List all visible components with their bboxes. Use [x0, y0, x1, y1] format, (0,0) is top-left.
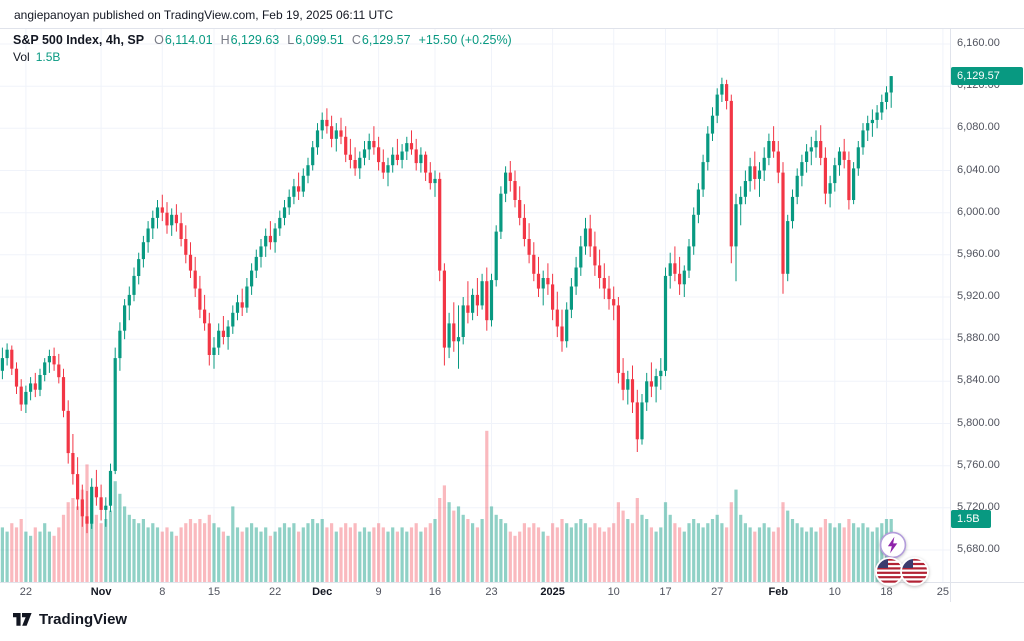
ohlc-low: L6,099.51 — [287, 33, 344, 47]
tradingview-logo-icon[interactable] — [13, 613, 32, 626]
price-axis-label: 5,880.00 — [957, 332, 1000, 345]
ohlc-high: H6,129.63 — [220, 33, 280, 47]
time-axis-divider — [0, 582, 1024, 583]
volume-badge: 1.5B — [951, 510, 991, 528]
tradingview-brand[interactable]: TradingView — [39, 611, 128, 628]
time-axis-label: 18 — [880, 586, 893, 598]
ohlc-close: C6,129.57 — [351, 33, 411, 47]
time-axis-label: 9 — [375, 586, 382, 598]
time-axis-label: Dec — [312, 586, 333, 598]
ohlc-row: S&P 500 Index, 4h, SP O6,114.01 H6,129.6… — [13, 33, 512, 50]
symbol-title[interactable]: S&P 500 Index, 4h, SP — [13, 33, 145, 47]
price-axis-label: 6,160.00 — [957, 37, 1000, 49]
price-axis-label: 5,840.00 — [957, 374, 1000, 387]
lightning-icon[interactable] — [879, 531, 907, 559]
price-axis-label: 5,760.00 — [957, 458, 1000, 471]
time-axis-label: 22 — [19, 586, 33, 598]
us-flags-icon[interactable] — [875, 557, 929, 586]
footer: TradingView — [13, 611, 127, 628]
time-axis-label: 2025 — [540, 586, 565, 598]
price-change: +15.50 (+0.25%) — [418, 33, 512, 47]
time-axis-label: 22 — [268, 586, 282, 598]
price-axis-label: 5,920.00 — [957, 290, 1000, 302]
us-flag-icon — [875, 557, 904, 586]
attribution: angiepanoyan published on TradingView.co… — [14, 8, 394, 22]
time-axis-label: 8 — [159, 586, 166, 598]
price-axis[interactable]: 6,160.00 6,120.00 6,080.00 6,040.00 6,000.00… — [950, 0, 1024, 582]
ohlc-open: O6,114.01 — [154, 33, 213, 47]
volume-row: Vol 1.5B — [13, 50, 512, 67]
time-axis-label: Feb — [768, 586, 789, 598]
volume-label: Vol — [13, 50, 30, 64]
last-price-badge: 6,129.57 — [951, 67, 1023, 86]
volume-value: 1.5B — [35, 50, 61, 64]
price-axis-label: 6,000.00 — [957, 205, 1000, 218]
time-axis-label: 27 — [711, 586, 724, 598]
header-divider — [0, 28, 1024, 29]
time-axis-label: 15 — [207, 586, 221, 598]
price-axis-label: 6,080.00 — [957, 121, 1000, 134]
time-axis-label: 17 — [659, 586, 672, 598]
price-axis-label: 5,720.00 — [957, 500, 1000, 513]
time-axis-label: 23 — [485, 586, 498, 598]
time-axis-label: 10 — [828, 586, 841, 598]
time-axis-label: Nov — [90, 586, 112, 598]
time-axis[interactable]: 22 Nov 8 15 22 Dec 9 16 23 2025 10 17 27 Feb 10 18 25 — [0, 582, 950, 602]
price-axis-label: 5,960.00 — [957, 247, 1000, 260]
price-axis-label: 5,800.00 — [957, 416, 1000, 429]
price-axis-label: 6,040.00 — [957, 163, 1000, 176]
price-axis-divider — [950, 28, 951, 602]
candlestick-chart[interactable] — [0, 0, 950, 582]
time-axis-label: 16 — [428, 586, 442, 598]
time-axis-label: 25 — [936, 586, 950, 598]
legend: S&P 500 Index, 4h, SP O6,114.01 H6,129.6… — [13, 33, 512, 67]
us-flag-icon — [900, 557, 929, 586]
price-axis-label: 5,680.00 — [957, 543, 1000, 555]
time-axis-label: 10 — [607, 586, 620, 598]
